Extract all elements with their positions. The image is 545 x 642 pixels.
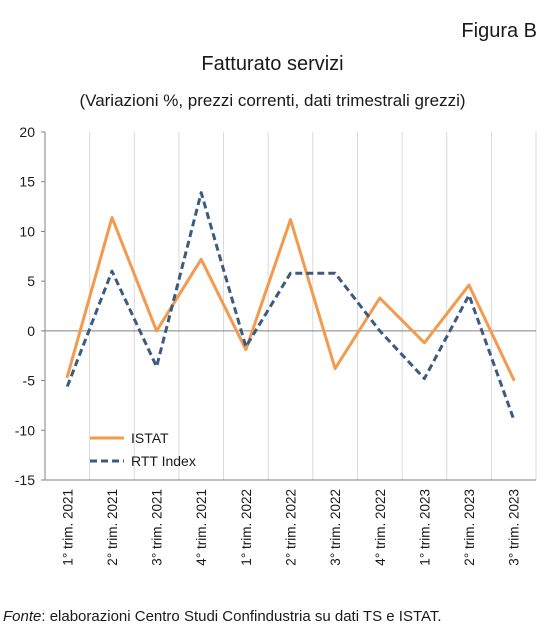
chart-subtitle: (Variazioni %, prezzi correnti, dati tri…	[79, 91, 466, 110]
chart-title: Fatturato servizi	[201, 53, 344, 75]
y-tick-label: -15	[15, 472, 35, 488]
legend-label: RTT Index	[131, 453, 196, 469]
y-tick-label: 15	[19, 174, 35, 190]
y-tick-label: -5	[23, 373, 36, 389]
axes	[44, 132, 536, 481]
x-axis-ticks: 1° trim. 2021 2° trim. 2021 3° trim. 2021 4…	[60, 489, 521, 566]
y-tick-label: -10	[15, 422, 35, 438]
x-tick-label: 3° trim. 2022	[328, 489, 343, 566]
x-tick-label: 2° trim. 2021	[105, 489, 120, 566]
grid-lines	[44, 132, 537, 480]
legend: ISTAT RTT Index	[90, 430, 196, 469]
x-tick-label: 1° trim. 2021	[60, 489, 75, 566]
x-tick-label: 1° trim. 2023	[417, 489, 432, 566]
x-tick-label: 1° trim. 2022	[239, 489, 254, 566]
y-tick-label: 5	[27, 273, 35, 289]
source-prefix: Fonte	[3, 608, 42, 625]
y-axis-ticks: -15 -10 -5 0 5 10 15 20	[15, 124, 45, 488]
x-tick-label: 3° trim. 2021	[150, 489, 165, 566]
x-tick-label: 2° trim. 2022	[284, 489, 299, 566]
series-lines	[65, 191, 516, 420]
figure-label: Figura B	[461, 20, 537, 42]
y-tick-label: 10	[19, 223, 35, 239]
x-tick-label: 2° trim. 2023	[462, 489, 477, 566]
line-chart: -15 -10 -5 0 5 10 15 20 1° trim. 2021 2° trim. 2…	[15, 124, 537, 566]
source-note: Fonte: elaborazioni Centro Studi Confind…	[3, 608, 442, 625]
x-tick-label: 4° trim. 2021	[194, 489, 209, 566]
legend-label: ISTAT	[131, 430, 169, 446]
y-tick-label: 20	[19, 124, 35, 140]
source-text: : elaborazioni Centro Studi Confindustri…	[41, 608, 442, 625]
x-tick-label: 4° trim. 2022	[373, 489, 388, 566]
y-tick-label: 0	[27, 323, 35, 339]
x-tick-label: 3° trim. 2023	[507, 489, 522, 566]
